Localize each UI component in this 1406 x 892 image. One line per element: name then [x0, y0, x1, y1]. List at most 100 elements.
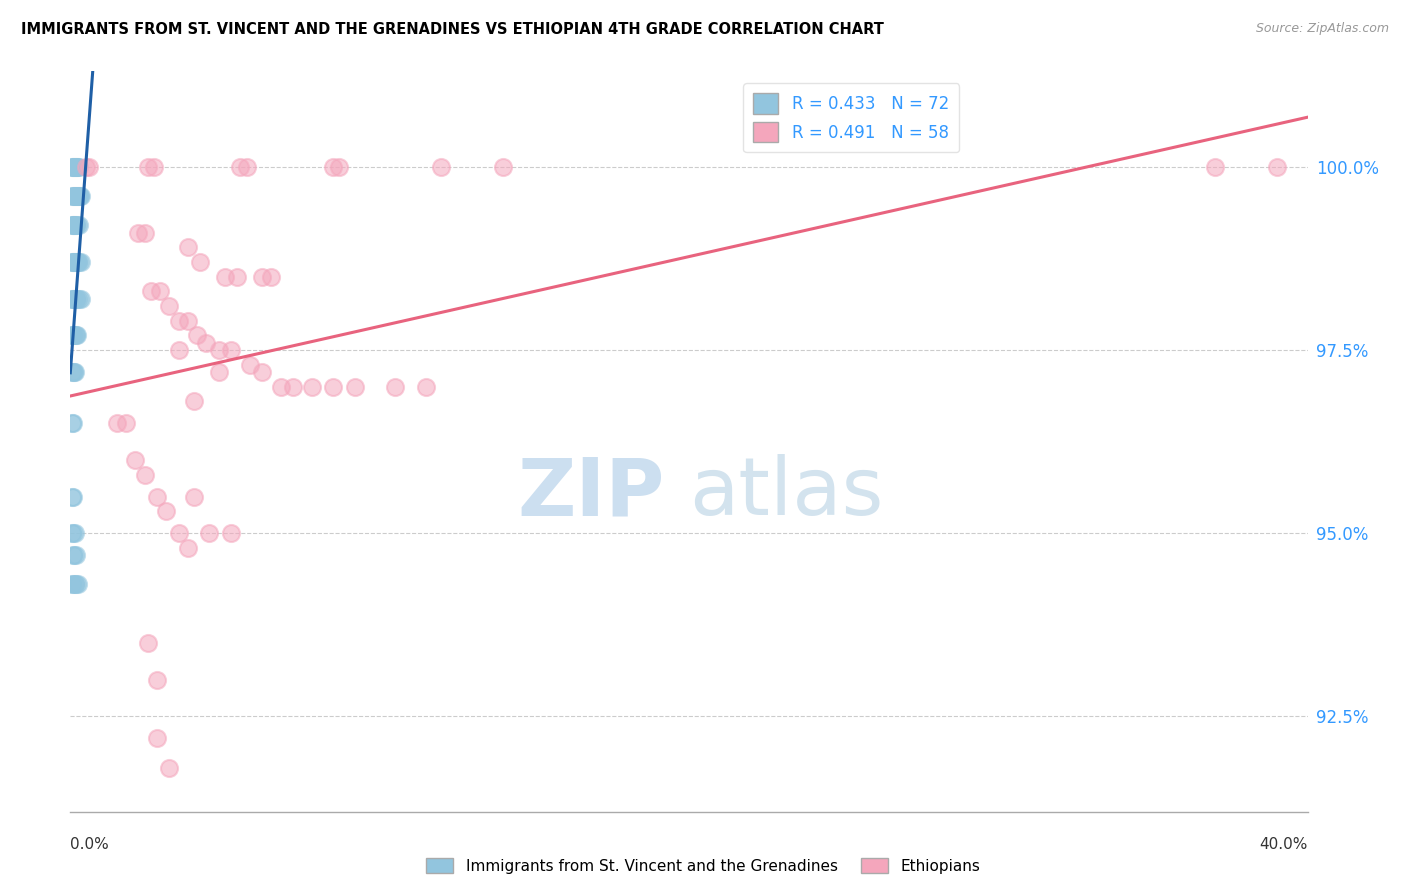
- Text: ZIP: ZIP: [517, 454, 664, 533]
- Point: [260, 269, 283, 284]
- Point: [62, 292, 84, 306]
- Point: [66, 189, 89, 203]
- Point: [63, 160, 86, 174]
- Point: [105, 416, 128, 430]
- Point: [65, 219, 87, 233]
- Point: [183, 394, 205, 409]
- Point: [142, 160, 165, 174]
- Point: [65, 160, 87, 174]
- Point: [60, 526, 83, 541]
- Point: [62, 255, 84, 269]
- Text: IMMIGRANTS FROM ST. VINCENT AND THE GRENADINES VS ETHIOPIAN 4TH GRADE CORRELATIO: IMMIGRANTS FROM ST. VINCENT AND THE GREN…: [21, 22, 884, 37]
- Point: [149, 285, 172, 299]
- Point: [134, 226, 156, 240]
- Point: [63, 526, 86, 541]
- Point: [157, 761, 180, 775]
- Point: [62, 365, 84, 379]
- Point: [70, 189, 93, 203]
- Point: [226, 269, 249, 284]
- Point: [67, 255, 90, 269]
- Point: [63, 577, 86, 591]
- Point: [63, 365, 86, 379]
- Point: [60, 292, 83, 306]
- Point: [63, 328, 86, 343]
- Point: [430, 160, 453, 174]
- Point: [177, 313, 200, 327]
- Point: [63, 160, 86, 174]
- Point: [219, 343, 242, 357]
- Point: [177, 240, 200, 254]
- Point: [239, 358, 262, 372]
- Point: [134, 467, 156, 482]
- Point: [63, 255, 86, 269]
- Point: [235, 160, 257, 174]
- Point: [63, 189, 86, 203]
- Point: [62, 255, 84, 269]
- Text: Source: ZipAtlas.com: Source: ZipAtlas.com: [1256, 22, 1389, 36]
- Point: [198, 526, 221, 541]
- Point: [62, 292, 84, 306]
- Point: [167, 526, 190, 541]
- Point: [63, 219, 86, 233]
- Point: [62, 160, 84, 174]
- Point: [229, 160, 252, 174]
- Point: [67, 577, 90, 591]
- Point: [281, 379, 304, 393]
- Point: [67, 255, 90, 269]
- Point: [66, 328, 89, 343]
- Point: [63, 292, 86, 306]
- Point: [1204, 160, 1226, 174]
- Point: [66, 160, 89, 174]
- Text: atlas: atlas: [689, 454, 883, 533]
- Legend: R = 0.433   N = 72, R = 0.491   N = 58: R = 0.433 N = 72, R = 0.491 N = 58: [744, 83, 959, 153]
- Point: [67, 292, 90, 306]
- Text: 0.0%: 0.0%: [70, 838, 110, 853]
- Point: [63, 219, 86, 233]
- Point: [60, 577, 83, 591]
- Legend: Immigrants from St. Vincent and the Grenadines, Ethiopians: Immigrants from St. Vincent and the Gren…: [420, 852, 986, 880]
- Point: [250, 269, 273, 284]
- Point: [60, 365, 83, 379]
- Point: [63, 255, 86, 269]
- Point: [63, 548, 86, 562]
- Point: [62, 416, 84, 430]
- Point: [167, 313, 190, 327]
- Point: [177, 541, 200, 555]
- Point: [146, 673, 169, 687]
- Point: [60, 416, 83, 430]
- Point: [62, 219, 84, 233]
- Point: [60, 219, 83, 233]
- Point: [183, 490, 205, 504]
- Point: [62, 526, 84, 541]
- Point: [186, 328, 208, 343]
- Point: [208, 365, 231, 379]
- Point: [219, 526, 242, 541]
- Point: [301, 379, 323, 393]
- Point: [63, 365, 86, 379]
- Point: [65, 548, 87, 562]
- Point: [65, 189, 87, 203]
- Point: [157, 299, 180, 313]
- Point: [65, 255, 87, 269]
- Point: [75, 160, 97, 174]
- Point: [208, 343, 231, 357]
- Y-axis label: 4th Grade: 4th Grade: [0, 403, 7, 480]
- Point: [67, 160, 90, 174]
- Point: [146, 731, 169, 746]
- Point: [62, 328, 84, 343]
- Point: [139, 285, 162, 299]
- Point: [384, 379, 406, 393]
- Point: [188, 255, 211, 269]
- Point: [250, 365, 273, 379]
- Point: [136, 160, 159, 174]
- Point: [127, 226, 149, 240]
- Point: [67, 189, 90, 203]
- Point: [60, 255, 83, 269]
- Point: [63, 189, 86, 203]
- Point: [270, 379, 292, 393]
- Point: [322, 160, 344, 174]
- Point: [62, 160, 84, 174]
- Point: [65, 328, 87, 343]
- Point: [62, 577, 84, 591]
- Point: [77, 160, 100, 174]
